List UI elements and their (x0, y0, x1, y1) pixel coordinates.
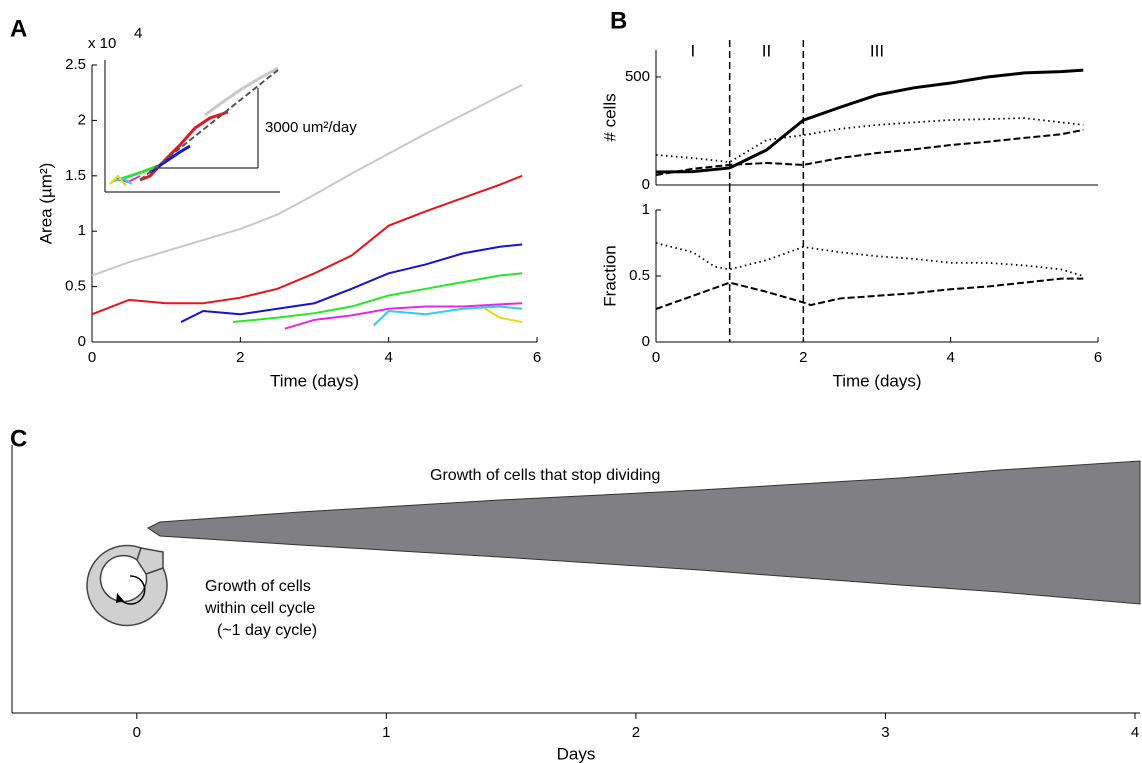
growth-wedge (147, 460, 1141, 605)
series-line (91, 174, 523, 316)
series-line (232, 272, 523, 324)
y-tick-label: 0 (642, 333, 650, 350)
panel-label: A (10, 15, 27, 42)
region-label: II (762, 41, 771, 60)
y-tick-label: 500 (625, 68, 650, 85)
y-tick-label: 0 (642, 176, 650, 193)
x-tick-label: 6 (1094, 349, 1102, 366)
annotation: Growth of cells (205, 578, 311, 595)
x-tick-label: 2 (799, 349, 807, 366)
multiplier: x 10 (88, 35, 116, 52)
y-tick-label: 1 (642, 201, 650, 218)
series-line (91, 84, 523, 277)
y-tick-label: 0 (78, 333, 86, 350)
region-label: III (870, 41, 884, 60)
x-tick-label: 2 (236, 349, 244, 366)
x-tick-label: 6 (533, 349, 541, 366)
series-line (655, 117, 1084, 164)
y-axis-label: Fraction (600, 245, 619, 306)
y-axis-label: Area (µm²) (36, 163, 55, 245)
annotation: within cell cycle (204, 600, 315, 617)
series-line (655, 277, 1084, 310)
x-tick-label: 3 (881, 724, 889, 741)
y-axis-label: # cells (600, 93, 619, 141)
x-tick-label: 4 (1131, 724, 1139, 741)
x-tick-label: 0 (652, 349, 660, 366)
x-tick-label: 0 (133, 724, 141, 741)
y-tick-label: 0.5 (629, 267, 650, 284)
annotation: Growth of cells that stop dividing (430, 467, 660, 484)
x-tick-label: 4 (384, 349, 392, 366)
x-tick-label: 1 (382, 724, 390, 741)
region-label: I (690, 41, 695, 60)
series-line (655, 68, 1084, 174)
y-tick-label: 2 (78, 111, 86, 128)
x-axis-label: Time (days) (832, 371, 921, 390)
panel-label: B (610, 7, 627, 34)
panel-label: C (10, 425, 27, 452)
y-tick-label: 2.5 (65, 56, 86, 73)
x-tick-label: 4 (946, 349, 954, 366)
inset-annotation: 3000 um²/day (265, 119, 357, 136)
cell-cycle-icon (86, 544, 168, 627)
x-axis-label: Days (557, 744, 596, 763)
y-tick-label: 0.5 (65, 278, 86, 295)
x-tick-label: 0 (88, 349, 96, 366)
x-axis-label: Time (days) (270, 371, 359, 390)
y-tick-label: 1.5 (65, 167, 86, 184)
series-line (373, 305, 523, 327)
inset (104, 60, 280, 193)
series-line (284, 302, 523, 330)
series-line (484, 307, 523, 324)
annotation: (~1 day cycle) (217, 622, 317, 639)
multiplier-exponent: 4 (134, 25, 142, 42)
y-tick-label: 1 (78, 222, 86, 239)
x-tick-label: 2 (632, 724, 640, 741)
series-line (180, 243, 523, 323)
series-line (655, 242, 1084, 277)
